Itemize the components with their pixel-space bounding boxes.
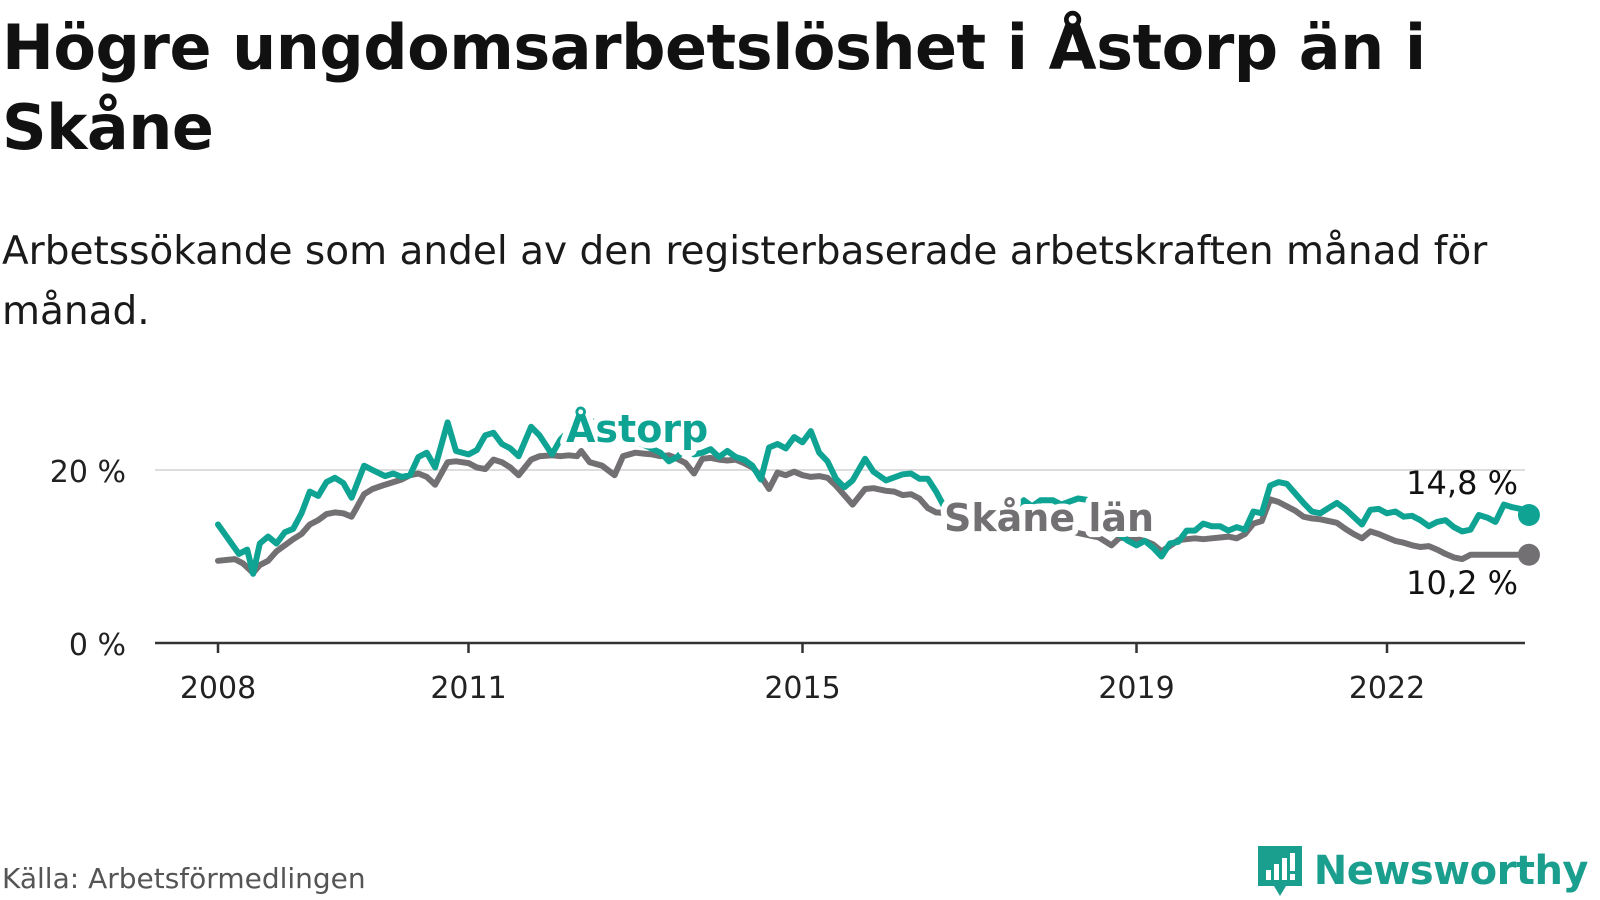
series-line-skane	[215, 448, 1532, 576]
source-note: Källa: Arbetsförmedlingen	[2, 862, 366, 895]
series-line-astorp	[215, 415, 1532, 577]
newsworthy-logo-icon	[1257, 846, 1302, 896]
y-tick-label: 0 %	[69, 628, 126, 663]
series-label-astorp: Åstorp	[566, 407, 708, 451]
end-label-skane: 10,2 %	[1406, 564, 1518, 602]
x-tick-label: 2011	[430, 671, 506, 706]
y-tick-label: 20 %	[50, 455, 126, 490]
x-tick-label: 2022	[1349, 671, 1425, 706]
grid-layer: 0 % 20 % 2008 2011 2015 2019 2022	[50, 455, 1525, 706]
end-point-skane	[1517, 543, 1540, 566]
x-tick-label: 2008	[180, 671, 256, 706]
end-point-astorp	[1517, 503, 1540, 526]
series-layer	[215, 415, 1540, 577]
series-label-astorp-halo: Åstorp	[566, 407, 708, 451]
chart-subtitle: Arbetssökande som andel av den registerb…	[2, 229, 1488, 334]
brand-logo: Newsworthy	[1254, 842, 1589, 900]
end-label-astorp: 14,8 %	[1406, 464, 1518, 502]
x-tick-label: 2015	[764, 671, 840, 706]
series-label-skane-halo: Skåne län	[944, 496, 1154, 540]
chart-title: Högre ungdomsarbetslöshet i Åstorp än i …	[2, 11, 1426, 164]
brand-name: Newsworthy	[1313, 848, 1589, 894]
line-chart: 0 %20 %2008 2011 2015 2019 2022 ÅstorpÅstorp…	[50, 401, 1540, 706]
x-tick-label: 2019	[1098, 671, 1174, 706]
series-label-skane: Skåne län	[944, 496, 1154, 540]
